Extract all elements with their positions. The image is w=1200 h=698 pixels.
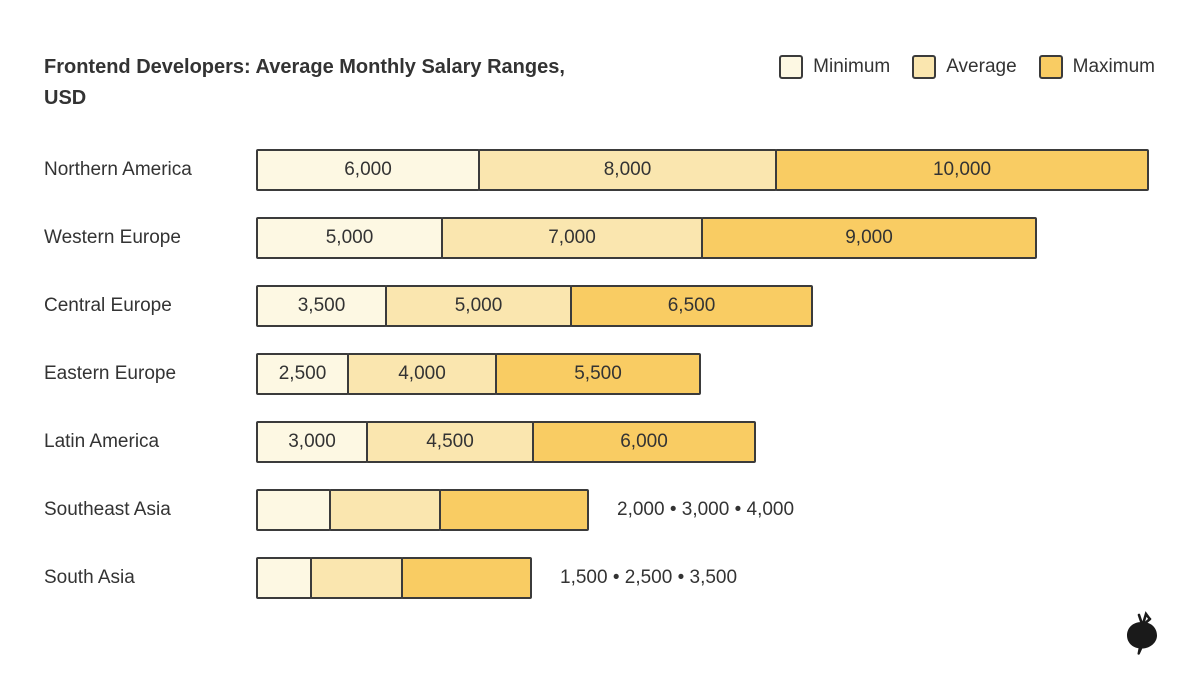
stacked-bar xyxy=(256,489,589,531)
legend-item-maximum: Maximum xyxy=(1038,55,1155,79)
segment-value-label: 4,500 xyxy=(426,431,474,452)
bar-segment-minimum: 3,000 xyxy=(256,421,368,463)
category-label: Western Europe xyxy=(44,227,181,248)
chart-row: Latin America 3,000 4,500 6,000 xyxy=(0,421,1200,463)
category-label: Eastern Europe xyxy=(44,363,177,384)
legend-label-maximum: Maximum xyxy=(1072,56,1155,77)
chart-title-line2: USD xyxy=(44,87,87,109)
segment-value-label: 3,000 xyxy=(288,431,336,452)
category-label: Northern America xyxy=(44,159,192,180)
segment-value-label: 5,500 xyxy=(574,363,622,384)
minimum-swatch-icon xyxy=(779,55,804,79)
category-label: Central Europe xyxy=(44,295,172,316)
maximum-swatch-icon xyxy=(1038,55,1063,79)
segment-value-label: 6,000 xyxy=(344,159,392,180)
chart-row: Southeast Asia 2,000 • 3,000 • 4,000 xyxy=(0,489,1200,531)
segment-value-label: 2,500 xyxy=(278,363,327,384)
bar-segment-average xyxy=(329,489,441,531)
segment-value-label: 8,000 xyxy=(603,159,652,180)
legend: Minimum Average Maximum xyxy=(779,55,1155,79)
chart-row: Eastern Europe 2,500 4,000 5,500 xyxy=(0,353,1200,395)
segment-value-label: 3,500 xyxy=(297,295,346,316)
bar-segment-minimum xyxy=(256,557,312,599)
bar-values-label: 1,500 • 2,500 • 3,500 xyxy=(560,567,738,588)
stacked-bar: 3,000 4,500 6,000 xyxy=(256,421,756,463)
legend-item-minimum: Minimum xyxy=(779,55,890,79)
average-swatch-icon xyxy=(912,55,937,79)
chart-row: Central Europe 3,500 5,000 6,500 xyxy=(0,285,1200,327)
stacked-bar: 3,500 5,000 6,500 xyxy=(256,285,813,327)
chart-title-line1: Frontend Developers: Average Monthly Sal… xyxy=(44,56,565,78)
segment-value-label: 5,000 xyxy=(454,295,503,316)
segment-value-label: 4,000 xyxy=(398,363,446,384)
bar-segment-average: 5,000 xyxy=(385,285,572,327)
bar-segment-minimum: 6,000 xyxy=(256,149,480,191)
bar-segment-maximum: 6,000 xyxy=(532,421,756,463)
chart-row: South Asia 1,500 • 2,500 • 3,500 xyxy=(0,557,1200,599)
segment-value-label: 7,000 xyxy=(548,227,596,248)
legend-label-minimum: Minimum xyxy=(813,56,891,77)
bar-segment-average: 4,500 xyxy=(366,421,534,463)
stacked-bar: 5,000 7,000 9,000 xyxy=(256,217,1037,259)
stacked-bar xyxy=(256,557,532,599)
bar-segment-average: 8,000 xyxy=(478,149,777,191)
category-label: South Asia xyxy=(44,567,135,588)
chart-title: Frontend Developers: Average Monthly Sal… xyxy=(44,52,684,114)
stacked-bar: 6,000 8,000 10,000 xyxy=(256,149,1149,191)
bar-segment-minimum xyxy=(256,489,331,531)
chart-row: Northern America 6,000 8,000 10,000 xyxy=(0,149,1200,191)
bar-segment-average: 4,000 xyxy=(347,353,497,395)
category-label: Southeast Asia xyxy=(44,499,171,520)
bar-values-label: 2,000 • 3,000 • 4,000 xyxy=(617,499,795,520)
segment-value-label: 5,000 xyxy=(325,227,374,248)
stacked-bar: 2,500 4,000 5,500 xyxy=(256,353,701,395)
bar-segment-average: 7,000 xyxy=(441,217,703,259)
segment-value-label: 6,500 xyxy=(667,295,716,316)
legend-item-average: Average xyxy=(912,55,1017,79)
bar-segment-maximum xyxy=(401,557,532,599)
bar-segment-minimum: 5,000 xyxy=(256,217,443,259)
legend-label-average: Average xyxy=(946,56,1017,77)
segment-value-label: 10,000 xyxy=(932,159,992,180)
bar-segment-average xyxy=(310,557,403,599)
segment-value-label: 9,000 xyxy=(845,227,893,248)
segment-value-label: 6,000 xyxy=(620,431,668,452)
bar-segment-maximum: 6,500 xyxy=(570,285,813,327)
category-label: Latin America xyxy=(44,431,160,452)
bar-segment-minimum: 2,500 xyxy=(256,353,349,395)
bar-segment-maximum: 9,000 xyxy=(701,217,1037,259)
bar-segment-maximum: 5,500 xyxy=(495,353,701,395)
bar-segment-maximum: 10,000 xyxy=(775,149,1149,191)
bar-segment-minimum: 3,500 xyxy=(256,285,387,327)
beet-logo-icon xyxy=(1127,611,1157,655)
bar-segment-maximum xyxy=(439,489,589,531)
chart-row: Western Europe 5,000 7,000 9,000 xyxy=(0,217,1200,259)
